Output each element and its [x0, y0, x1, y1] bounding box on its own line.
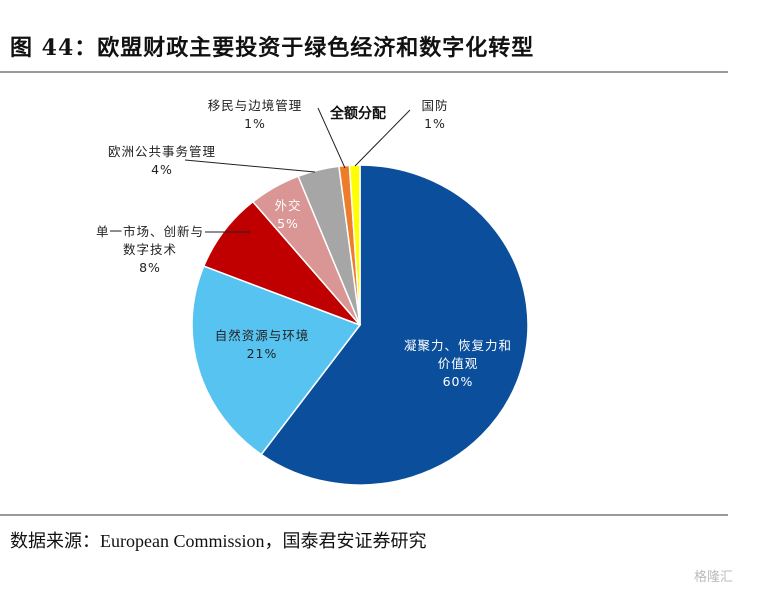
value-label: 4%: [151, 162, 173, 177]
slice-label: 欧洲公共事务管理 4%: [107, 143, 217, 179]
category-label: 凝聚力、恢复力和价值观: [403, 338, 512, 371]
value-label: 5%: [277, 216, 299, 231]
category-label: 移民与边境管理: [207, 98, 303, 113]
leader-line: [184, 159, 316, 173]
slice-label: 移民与边境管理 1%: [200, 97, 310, 133]
value-label: 1%: [244, 116, 266, 131]
annotation: 全额分配: [330, 106, 386, 122]
slice-label: 自然资源与环境 21%: [207, 327, 317, 363]
value-label: 21%: [246, 346, 278, 361]
category-label: 国防: [421, 98, 449, 113]
chart-title: 图 44：欧盟财政主要投资于绿色经济和数字化转型: [10, 35, 535, 61]
leader-line: [354, 109, 411, 167]
watermark: 格隆汇: [694, 570, 734, 585]
source: 数据来源：European Commission，国泰君安证券研究: [10, 531, 427, 551]
pie-slice: [260, 164, 529, 486]
slice-label: 单一市场、创新与数字技术 8%: [95, 223, 205, 277]
value-label: 1%: [424, 116, 446, 131]
slice-label: 凝聚力、恢复力和价值观 60%: [403, 337, 513, 391]
pie-slice: [191, 265, 362, 456]
slice-label: 外交 5%: [233, 197, 343, 233]
slice-label: 国防 1%: [380, 97, 490, 133]
value-label: 8%: [139, 260, 161, 275]
category-label: 外交: [274, 198, 302, 213]
category-label: 自然资源与环境: [214, 328, 310, 343]
category-label: 单一市场、创新与数字技术: [95, 224, 204, 257]
leader-line: [317, 107, 346, 169]
pie-slice: [348, 164, 361, 326]
value-label: 60%: [442, 374, 474, 389]
category-label: 欧洲公共事务管理: [107, 144, 216, 159]
